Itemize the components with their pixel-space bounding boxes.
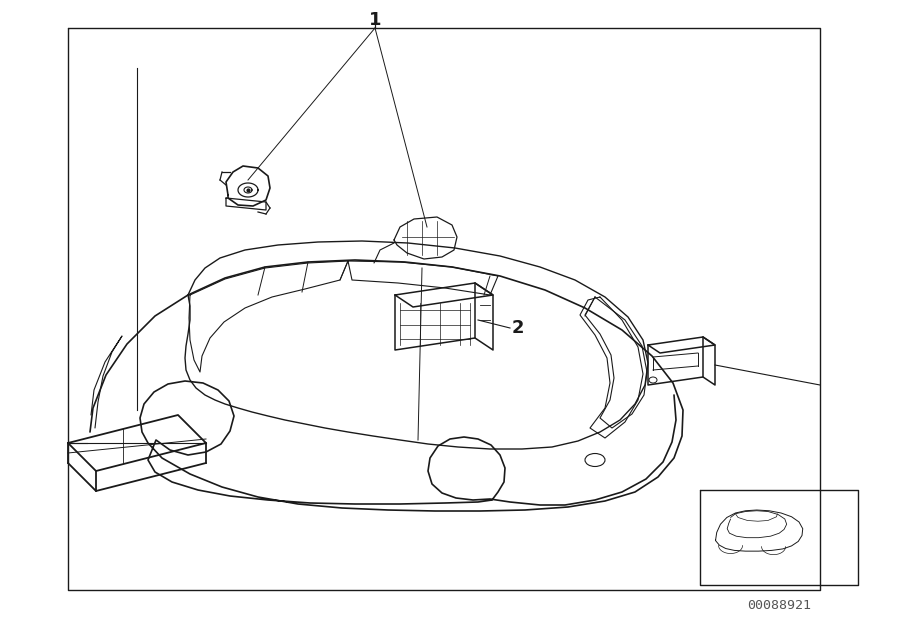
Text: 2: 2 — [512, 319, 525, 337]
Text: 1: 1 — [369, 11, 382, 29]
Text: 00088921: 00088921 — [747, 599, 811, 612]
